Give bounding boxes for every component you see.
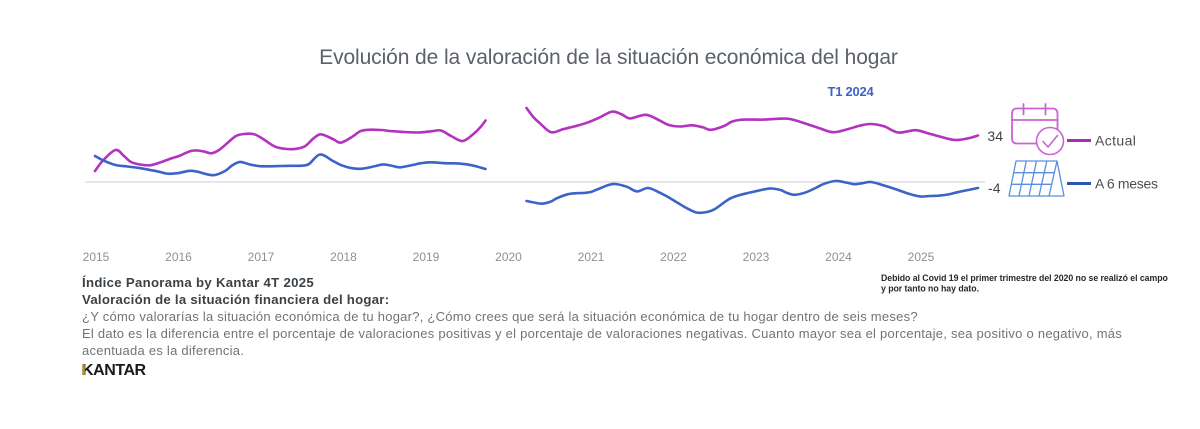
svg-text:KANTAR: KANTAR [82, 362, 147, 379]
svg-text:2022: 2022 [660, 250, 687, 264]
svg-text:2021: 2021 [578, 250, 605, 264]
svg-text:2018: 2018 [330, 250, 357, 264]
svg-text:T1 2024: T1 2024 [828, 84, 875, 99]
svg-text:y por tanto no hay dato.: y por tanto no hay dato. [881, 284, 979, 294]
svg-text:Índice Panorama by Kantar 4T 2: Índice Panorama by Kantar 4T 2025 [82, 275, 314, 290]
svg-text:2017: 2017 [248, 250, 275, 264]
svg-text:34: 34 [987, 128, 1003, 144]
svg-text:¿Y cómo valorarías la situació: ¿Y cómo valorarías la situación económic… [82, 309, 918, 324]
svg-text:2024: 2024 [825, 250, 852, 264]
svg-text:-4: -4 [988, 180, 1001, 196]
svg-text:acentuada es la diferencia.: acentuada es la diferencia. [82, 343, 244, 358]
svg-text:2019: 2019 [413, 250, 440, 264]
svg-text:2015: 2015 [83, 250, 110, 264]
svg-text:2016: 2016 [165, 250, 192, 264]
svg-text:Evolución de la valoración de: Evolución de la valoración de la situaci… [319, 46, 898, 69]
svg-text:A 6 meses: A 6 meses [1095, 176, 1158, 192]
svg-text:Debido al Covid 19 el primer t: Debido al Covid 19 el primer trimestre d… [881, 273, 1168, 283]
svg-text:Valoración de la situación fin: Valoración de la situación financiera de… [82, 292, 389, 307]
svg-text:El dato es la diferencia entre: El dato es la diferencia entre el porcen… [82, 326, 1122, 341]
svg-text:Actual: Actual [1095, 133, 1136, 149]
svg-text:2025: 2025 [908, 250, 935, 264]
svg-text:2023: 2023 [743, 250, 770, 264]
svg-text:2020: 2020 [495, 250, 522, 264]
